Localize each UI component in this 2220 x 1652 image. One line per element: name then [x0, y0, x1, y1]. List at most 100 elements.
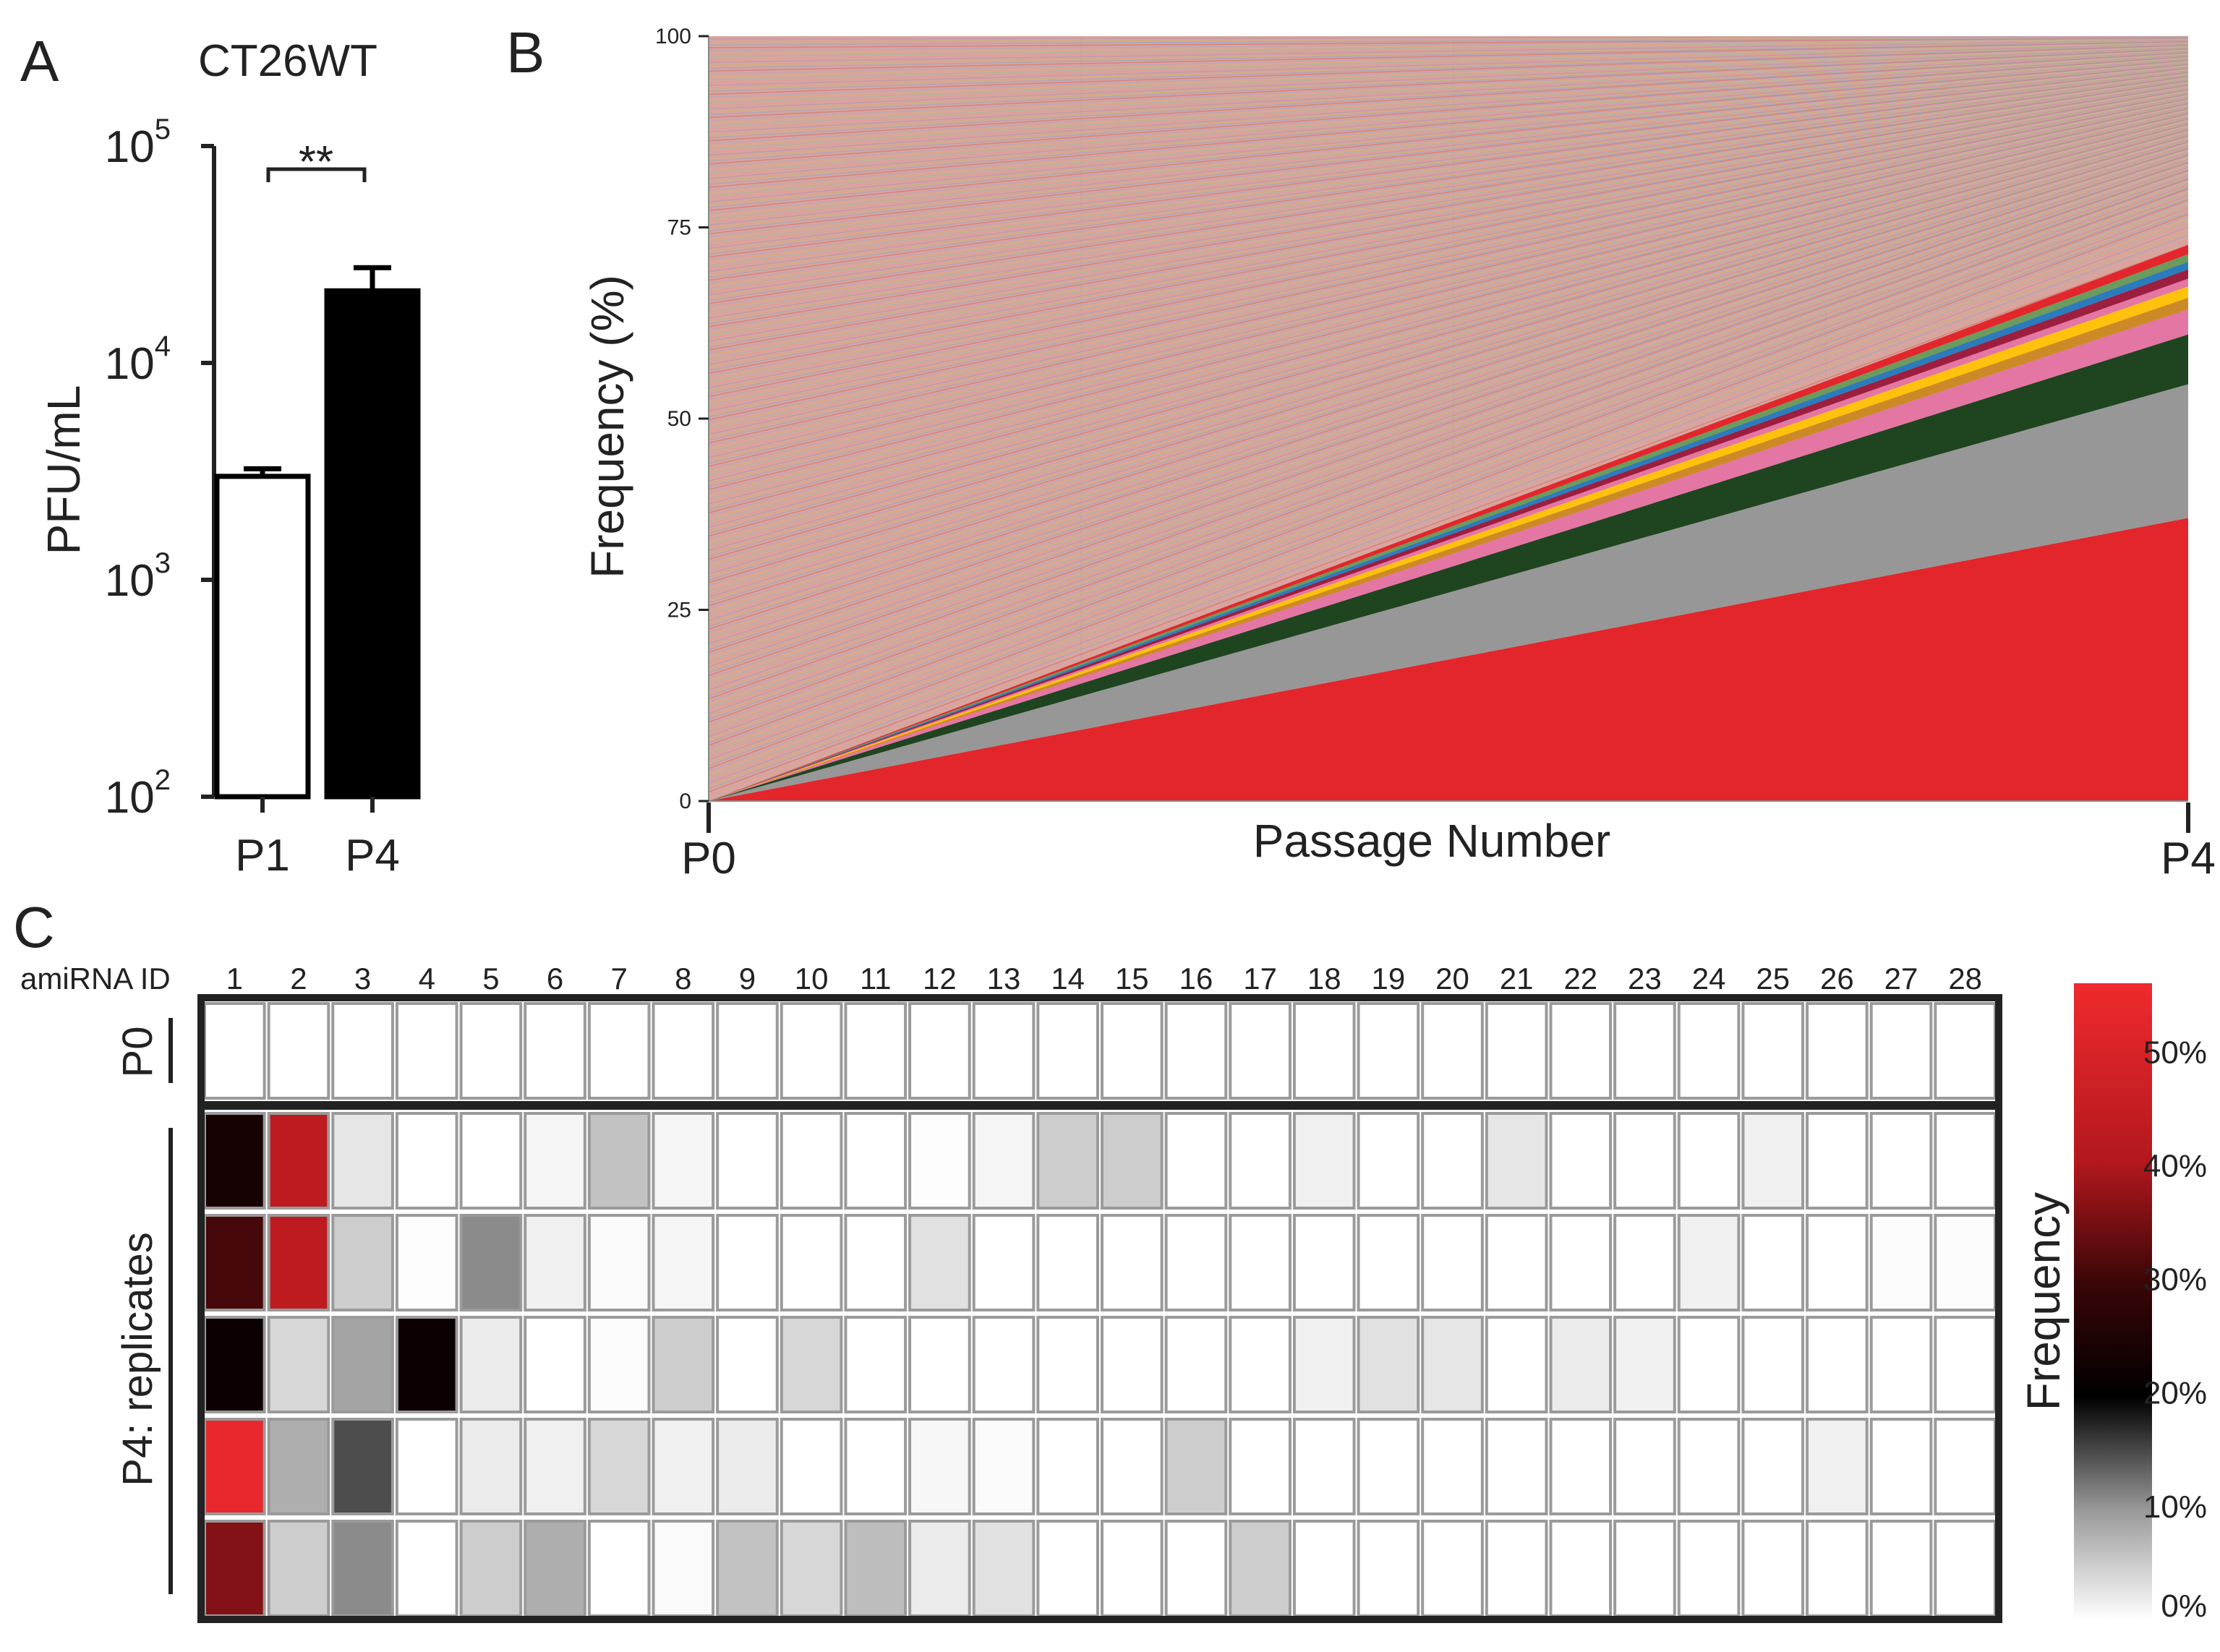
chart-b-y-ticks: 0 25 50 75 100 — [655, 25, 709, 813]
heatmap-column-label: 14 — [1051, 962, 1085, 996]
lineage-wedge-11 — [709, 244, 2188, 802]
minor-lineage — [708, 100, 2189, 406]
heatmap-cell — [1292, 1316, 1356, 1413]
minor-lineage — [708, 100, 2189, 409]
minor-lineage — [708, 38, 2189, 57]
minor-lineage — [708, 99, 2189, 403]
heatmap-p4-frame — [197, 1103, 2002, 1623]
minor-lineage — [708, 46, 2189, 107]
heatmap-cell — [1357, 1418, 1420, 1515]
minor-lineage — [708, 51, 2189, 136]
heatmap-cell — [1741, 1316, 1805, 1413]
heatmap-cell — [1549, 1418, 1613, 1515]
heatmap-cell — [1613, 1418, 1676, 1515]
minor-lineage — [708, 56, 2189, 168]
minor-lineage — [708, 183, 2189, 711]
heatmap-cell — [524, 1002, 586, 1100]
minor-lineage — [708, 48, 2189, 119]
minor-lineage — [708, 165, 2189, 662]
minor-lineage — [708, 59, 2189, 188]
minor-lineage — [708, 94, 2189, 377]
minor-lineage — [708, 244, 2189, 793]
heatmap-cell — [780, 1316, 843, 1413]
heatmap-cell — [459, 1520, 523, 1617]
minor-lineage — [708, 181, 2189, 709]
minor-lineage — [708, 161, 2189, 651]
heatmap-cell — [587, 1316, 651, 1413]
minor-lineage — [708, 137, 2189, 569]
minor-lineage — [708, 188, 2189, 723]
minor-lineage — [708, 207, 2189, 761]
minor-lineage — [708, 98, 2189, 398]
colorbar-tick-label: 50% — [2143, 1035, 2207, 1070]
heatmap-cell — [1613, 1520, 1676, 1617]
minor-lineage — [708, 52, 2189, 145]
minor-lineage — [708, 74, 2189, 275]
heatmap-cell — [1806, 1316, 1869, 1413]
minor-lineage — [708, 65, 2189, 223]
minor-lineage — [708, 83, 2189, 322]
minor-lineage — [708, 109, 2189, 453]
minor-lineage — [708, 176, 2189, 694]
bar-p1 — [214, 474, 311, 800]
heatmap-cell — [780, 1520, 843, 1617]
minor-lineage — [708, 196, 2189, 740]
heatmap-cell — [1164, 1316, 1228, 1413]
heatmap-column-label: 23 — [1628, 962, 1662, 996]
chart-a-title: CT26WT — [198, 36, 377, 86]
heatmap-cell — [1806, 1520, 1869, 1617]
heatmap-cell — [1806, 1112, 1869, 1210]
chart-b-x-axis: P0 P4 — [681, 800, 2216, 883]
colorbar-label: Frequency — [2018, 1192, 2070, 1411]
minor-lineage — [708, 93, 2189, 375]
heatmap-cell — [587, 1418, 651, 1515]
minor-lineage — [708, 60, 2189, 191]
heatmap-column-label: 26 — [1820, 962, 1854, 996]
minor-lineage — [708, 168, 2189, 671]
minor-lineage — [708, 226, 2189, 784]
chart-b-y-tick-label: 50 — [667, 407, 691, 431]
chart-a-y-tick-exponent: 2 — [155, 764, 171, 796]
minor-lineage — [708, 129, 2189, 537]
heatmap-cell — [844, 1112, 908, 1210]
heatmap-cell — [395, 1418, 458, 1515]
heatmap-cell — [1869, 1214, 1933, 1311]
minor-lineage — [708, 157, 2189, 638]
minor-lineage — [708, 41, 2189, 78]
minor-lineage — [708, 100, 2189, 412]
minor-lineage — [708, 74, 2189, 273]
heatmap-cell — [459, 1214, 523, 1311]
panel-label-a: A — [20, 29, 59, 93]
minor-lineage — [708, 215, 2189, 772]
minor-lineage — [708, 97, 2189, 392]
lineage-wedge-8 — [709, 269, 2188, 801]
minor-lineage — [708, 120, 2189, 500]
heatmap-cell — [1164, 1112, 1228, 1210]
heatmap-cell — [1292, 1214, 1356, 1311]
minor-lineage — [708, 105, 2189, 432]
colorbar-tick-label: 20% — [2143, 1376, 2207, 1411]
heatmap-cell — [1229, 1002, 1292, 1100]
heatmap-cell — [1036, 1112, 1100, 1210]
minor-lineage — [708, 145, 2189, 598]
significance-label: ** — [299, 137, 333, 187]
heatmap-cell — [524, 1520, 586, 1617]
heatmap-cell — [1164, 1002, 1228, 1100]
minor-lineage — [708, 125, 2189, 523]
colorbar-ticks: 0% 10% 20% 30% 40% 50% — [2143, 1035, 2207, 1624]
heatmap-column-label: 2 — [290, 962, 307, 996]
heatmap-column-label: 17 — [1243, 962, 1277, 996]
minor-lineage — [708, 140, 2189, 578]
minor-lineage — [708, 162, 2189, 654]
minor-lineage — [708, 223, 2189, 781]
chart-a-bars — [214, 265, 421, 800]
heatmap-column-label: 22 — [1563, 962, 1597, 996]
minor-lineage — [708, 179, 2189, 703]
minor-lineage — [708, 199, 2189, 746]
chart-a-y-ticks: 102 103 104 105 — [105, 114, 214, 823]
panel-c: C amiRNA ID 1 2 3 4 5 6 7 8 9 10 11 12 13 14 15 16 17 18 1… — [13, 895, 2207, 1624]
minor-lineage — [708, 72, 2189, 264]
chart-b-minor-lineages — [708, 35, 2189, 793]
minor-lineage — [708, 151, 2189, 618]
minor-lineage — [708, 64, 2189, 215]
